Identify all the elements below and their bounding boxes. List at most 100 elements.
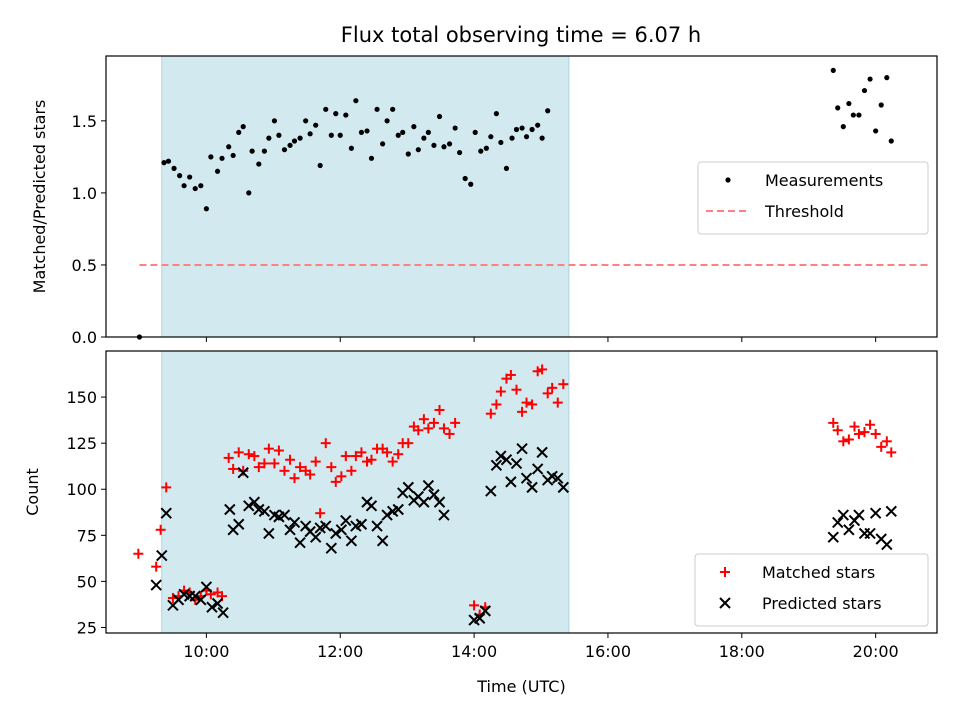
measurement-point — [249, 148, 255, 154]
series-measurements — [136, 67, 894, 340]
matched-star-point — [832, 425, 843, 436]
measurement-point — [867, 76, 873, 82]
measurement-point — [856, 112, 862, 118]
matched-star-point — [269, 458, 280, 469]
measurement-point — [287, 142, 293, 148]
measurement-point — [878, 102, 884, 108]
measurement-point — [456, 149, 463, 156]
predicted-star-point — [473, 612, 486, 624]
matched-star-point — [532, 366, 543, 377]
predicted-star-point — [263, 527, 275, 540]
measurement-point — [271, 118, 278, 124]
predicted-star-point — [365, 500, 378, 512]
measurement-point — [468, 181, 474, 187]
predicted-star-point — [278, 509, 291, 521]
measurement-point — [328, 132, 334, 138]
matched-star-point — [428, 417, 439, 428]
y-axis-label: Count — [23, 468, 42, 516]
measurement-point — [203, 206, 209, 212]
legend-label: Matched stars — [762, 563, 875, 582]
matched-star-point — [838, 436, 849, 447]
measurement-point — [535, 122, 541, 128]
y-tick-label: 25 — [77, 618, 97, 637]
top-panel: 0.0 0.5 1.0 1.5 Matched/Predicted stars Measu… — [30, 55, 938, 347]
measurement-point — [415, 147, 421, 153]
predicted-star-point — [526, 481, 538, 494]
measurement-point — [498, 139, 504, 146]
matched-star-point — [828, 417, 839, 428]
measurement-point — [390, 106, 396, 112]
measurement-point — [246, 190, 252, 196]
predicted-star-point — [520, 472, 533, 484]
matched-star-point — [434, 404, 445, 415]
matched-star-point — [330, 476, 341, 487]
predicted-star-point — [531, 463, 544, 475]
series-predicted-stars — [150, 442, 897, 626]
x-tick-label: 10:00 — [183, 642, 229, 661]
matched-star-point — [356, 447, 367, 458]
matched-star-point — [315, 508, 326, 519]
measurement-point — [405, 151, 411, 157]
matched-star-point — [320, 438, 331, 449]
predicted-star-point — [258, 505, 271, 518]
matched-star-point — [849, 421, 860, 432]
predicted-star-point — [392, 503, 404, 516]
matched-star-point — [295, 462, 306, 473]
measurement-point — [493, 111, 500, 117]
matched-star-point — [558, 379, 569, 390]
predicted-star-point — [479, 605, 491, 617]
matched-star-point — [444, 428, 455, 439]
predicted-star-point — [485, 485, 497, 497]
matched-star-point — [495, 386, 506, 397]
measurement-point — [192, 185, 198, 192]
y-tick-label: 0.0 — [72, 328, 97, 347]
legend-label: Predicted stars — [762, 594, 882, 613]
predicted-star-point — [335, 524, 348, 536]
matched-star-point — [881, 436, 892, 447]
matched-star-point — [491, 399, 502, 410]
matched-star-point — [366, 454, 377, 465]
matched-star-point — [151, 561, 162, 572]
measurement-point — [291, 138, 298, 144]
matched-star-point — [253, 462, 264, 473]
matched-star-point — [350, 451, 361, 462]
predicted-star-point — [505, 476, 517, 488]
matched-star-point — [511, 384, 522, 395]
matched-star-point — [876, 441, 887, 452]
matched-star-point — [249, 451, 260, 462]
matched-star-point — [537, 364, 548, 375]
measurement-point — [230, 152, 236, 159]
matched-star-point — [552, 397, 563, 408]
matched-star-point — [403, 438, 414, 449]
measurement-point — [198, 183, 204, 189]
predicted-star-point — [881, 538, 893, 551]
matched-star-point — [517, 406, 528, 417]
predicted-star-point — [211, 597, 224, 610]
measurement-point — [888, 138, 894, 144]
predicted-star-point — [371, 520, 383, 532]
legend-marker-measurements — [725, 177, 731, 183]
matched-star-point — [279, 465, 290, 476]
measurement-point — [187, 174, 193, 180]
axes-frame — [105, 55, 938, 338]
measurement-point — [861, 87, 868, 94]
measurement-point — [317, 162, 323, 169]
measurement-point — [353, 98, 359, 104]
matched-star-point — [886, 447, 897, 458]
y-tick-label: 50 — [77, 572, 97, 591]
measurement-point — [219, 155, 225, 161]
matched-star-point — [413, 425, 424, 436]
measurement-point — [431, 142, 437, 148]
predicted-star-point — [557, 481, 570, 494]
x-tick-label: 12:00 — [317, 642, 363, 661]
predicted-star-point — [217, 607, 229, 619]
chart-title: Flux total observing time = 6.07 h — [341, 23, 701, 47]
legend: Matched stars Predicted stars — [694, 553, 929, 627]
predicted-star-point — [284, 524, 296, 536]
measurement-point — [226, 144, 232, 150]
measurement-point — [236, 129, 242, 135]
measurement-point — [503, 165, 510, 171]
predicted-star-point — [345, 535, 358, 547]
predicted-star-point — [340, 514, 352, 527]
